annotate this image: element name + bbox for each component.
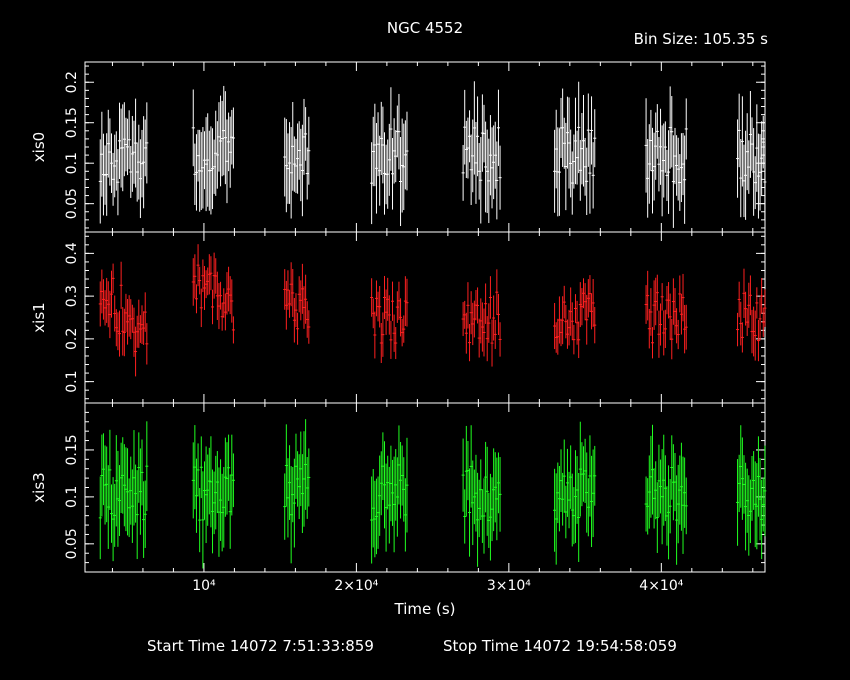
xis0-y-tick-label: 0.2 — [64, 71, 80, 93]
plot-title: NGC 4552 — [386, 19, 464, 37]
xis3-y-tick-label: 0.1 — [64, 486, 80, 508]
xis0-y-tick-label: 0.05 — [64, 188, 80, 219]
xis3-y-tick-label: 0.05 — [64, 528, 80, 559]
start-time-label: Start Time 14072 7:51:33:859 — [147, 637, 374, 655]
xis1-y-tick-label: 0.3 — [64, 285, 80, 307]
stop-time-label: Stop Time 14072 19:54:58:059 — [443, 637, 677, 655]
xis0-panel-frame — [84, 61, 766, 233]
x-tick-label: 3×10⁴ — [487, 578, 531, 594]
x-tick-label: 10⁴ — [192, 578, 216, 594]
xis1-y-tick-label: 0.1 — [64, 370, 80, 392]
xis3-y-tick-label: 0.15 — [64, 434, 80, 465]
xis0-y-tick-label: 0.1 — [64, 152, 80, 174]
xis0-y-tick-label: 0.15 — [64, 107, 80, 138]
xis1-y-axis-label: xis1 — [30, 302, 48, 332]
xis3-panel-frame — [84, 402, 766, 573]
xis1-y-tick-label: 0.2 — [64, 328, 80, 350]
xis1-panel-frame — [84, 231, 766, 404]
xis0-y-axis-label: xis0 — [30, 132, 48, 162]
x-axis-label: Time (s) — [394, 600, 456, 618]
xis1-y-tick-label: 0.4 — [64, 242, 80, 264]
xis3-y-axis-label: xis3 — [30, 472, 48, 502]
x-tick-label: 4×10⁴ — [639, 578, 683, 594]
x-tick-label: 2×10⁴ — [334, 578, 378, 594]
bin-size-label: Bin Size: 105.35 s — [633, 30, 768, 48]
